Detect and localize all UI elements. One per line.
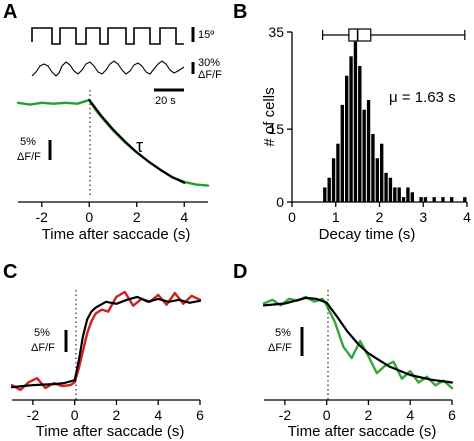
histogram-bar (423, 197, 428, 202)
data-line-a (16, 98, 210, 187)
plot-b: 0 1 2 3 4 0 15 35 (268, 24, 471, 225)
x-tick-label-d: -2 (279, 407, 292, 423)
histogram-bar (362, 109, 366, 202)
fit-line-d (262, 296, 454, 384)
y-tick-label-b: 15 (268, 121, 284, 137)
histogram-bar (432, 197, 436, 202)
x-axis-title-c: Time after saccade (s) (36, 423, 185, 440)
x-tick-label-b: 0 (288, 209, 296, 225)
panel-c: C -2 0 2 4 6 5% ΔF/F Time after saccade (s) (3, 261, 204, 440)
histogram-bar (401, 197, 406, 202)
x-tick-label-d: 4 (406, 407, 414, 423)
tau-annotation: τ (136, 136, 143, 156)
histogram-bar (349, 56, 353, 203)
dff-scalebar-d-label-1: 5% (275, 327, 291, 339)
plot-a: -2 0 2 4 (16, 98, 210, 225)
y-tick-label-b: 35 (268, 24, 284, 40)
histogram-bar (410, 192, 414, 202)
histogram-bar (419, 197, 423, 202)
histogram-bar (384, 172, 388, 202)
x-tick-label-c: 4 (154, 407, 162, 423)
histogram-bar (331, 158, 336, 202)
x-tick-label-b: 1 (332, 209, 340, 225)
histogram-bar (463, 197, 467, 202)
histogram-bar (406, 187, 410, 202)
x-axis-title-d: Time after saccade (s) (288, 423, 437, 440)
x-tick-label-a: 4 (180, 209, 188, 225)
eye-position-trace (31, 27, 184, 45)
histogram-bar (336, 143, 340, 202)
panel-label-c: C (3, 261, 17, 283)
fit-line-a (88, 98, 186, 184)
dff-scalebar-c-label-1: 5% (34, 327, 50, 339)
histogram-bar (388, 177, 393, 202)
dff-scalebar-a-label-2: ΔF/F (17, 151, 41, 163)
plot-c: -2 0 2 4 6 (10, 290, 204, 423)
x-tick-label-c: 6 (196, 407, 204, 423)
y-axis-title-b: # of cells (261, 87, 278, 146)
eye-scalebar-label: 15º (198, 29, 214, 41)
data-line-c (10, 290, 202, 392)
x-axis-title-b: Decay time (s) (319, 226, 416, 243)
x-tick-label-c: 2 (113, 407, 121, 423)
histogram-bar (371, 134, 375, 202)
panel-d: D -2 0 2 4 6 5% ΔF/F Time after saccade (s) (233, 261, 456, 440)
dff-scalebar-d-label-2: ΔF/F (268, 342, 292, 354)
histogram-bar (340, 104, 344, 202)
panel-b: B 0 1 2 3 4 0 15 35 μ = 1.63 s # of cells Decay… (233, 1, 471, 243)
panel-a: A 15º 30% ΔF/F 20 s -2 0 2 4 5% ΔF/F τ Time… (3, 1, 222, 243)
mean-annotation: μ = 1.63 s (389, 89, 456, 106)
x-tick-label-b: 4 (463, 209, 471, 225)
x-tick-label-a: -2 (36, 209, 49, 225)
dff-scalebar-top-label-1: 30% (198, 57, 220, 69)
x-tick-label-a: 2 (133, 209, 141, 225)
histogram-bar (327, 177, 331, 202)
x-tick-label-b: 2 (376, 209, 384, 225)
histogram-bar (393, 187, 397, 202)
histogram-bar (345, 75, 349, 202)
x-tick-label-b: 3 (419, 209, 427, 225)
panel-label-b: B (233, 1, 247, 23)
x-axis-title-a: Time after saccade (s) (42, 226, 191, 243)
x-tick-label-d: 6 (448, 407, 456, 423)
dff-scalebar-a-label-1: 5% (20, 136, 36, 148)
histogram-bar (323, 187, 327, 202)
dff-scalebar-c-label-2: ΔF/F (31, 342, 55, 354)
histogram-bar (358, 66, 362, 202)
dff-raw-trace (31, 60, 185, 77)
time-scalebar-label: 20 s (155, 95, 176, 107)
histogram-bar (380, 143, 384, 202)
plot-d: -2 0 2 4 6 (262, 295, 456, 423)
y-tick-label-b: 0 (276, 194, 284, 210)
x-tick-label-d: 2 (365, 407, 373, 423)
histogram-bar (366, 100, 371, 202)
panel-label-d: D (233, 261, 247, 283)
fit-line-c (10, 295, 202, 389)
histogram-bar (441, 197, 445, 202)
histogram-bar (450, 197, 454, 202)
boxplot-box (348, 28, 372, 42)
x-tick-label-a: 0 (85, 209, 93, 225)
histogram-bar (375, 158, 379, 202)
x-tick-label-c: -2 (27, 407, 40, 423)
panel-label-a: A (3, 1, 17, 23)
histogram-bar (353, 41, 358, 202)
histogram-bar (397, 187, 401, 202)
dff-scalebar-top-label-2: ΔF/F (198, 69, 222, 81)
x-tick-label-d: 0 (323, 407, 331, 423)
x-tick-label-c: 0 (71, 407, 79, 423)
